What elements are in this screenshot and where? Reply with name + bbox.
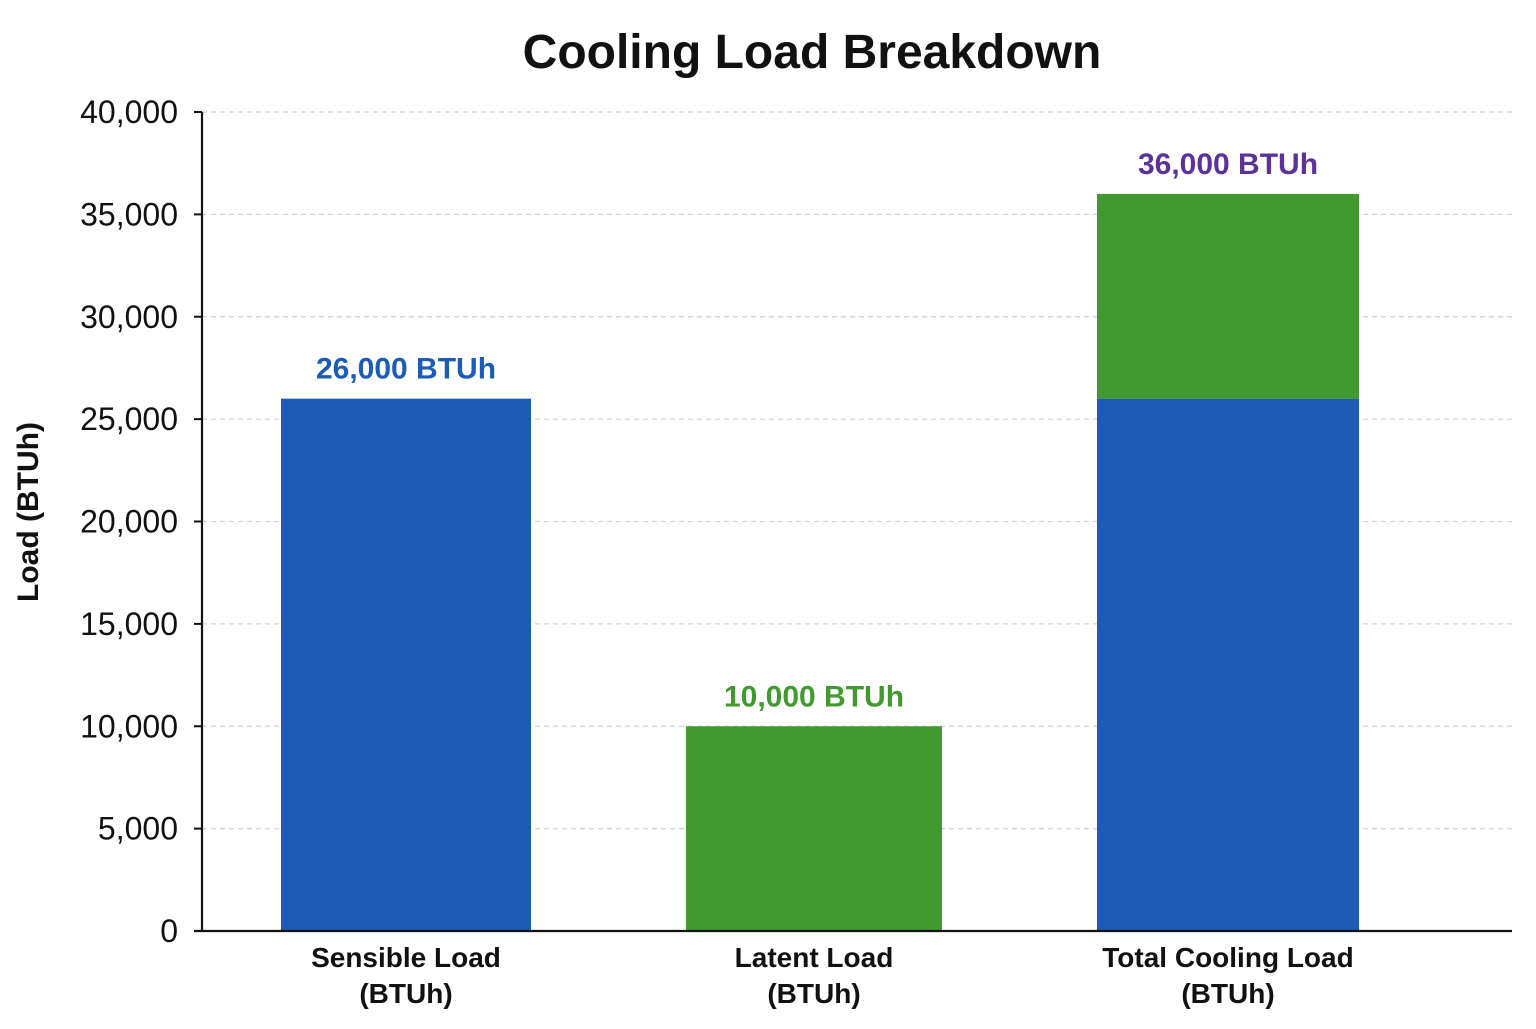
chart-title: Cooling Load Breakdown xyxy=(523,26,1102,79)
bar-value-label: 36,000 BTUh xyxy=(1138,148,1318,181)
y-axis-label: Load (BTUh) xyxy=(12,422,45,602)
bar-value-label: 10,000 BTUh xyxy=(724,680,904,713)
bar-segment xyxy=(1097,398,1359,931)
x-category-label-line: (BTUh) xyxy=(1181,978,1274,1009)
x-category-label: Total Cooling Load (BTUh) xyxy=(1102,942,1353,1009)
y-tick-label: 25,000 xyxy=(80,401,178,437)
bars xyxy=(281,193,1359,931)
x-category-label: Latent Load (BTUh) xyxy=(735,942,894,1009)
y-axis-ticks: 0 5,000 10,000 15,000 20,000 25,000 30,000 35,0… xyxy=(80,94,202,949)
y-tick-label: 20,000 xyxy=(80,504,178,540)
bar-segment xyxy=(1097,193,1359,399)
y-tick-label: 0 xyxy=(160,913,178,949)
x-category-label-line: (BTUh) xyxy=(359,978,452,1009)
y-tick-label: 40,000 xyxy=(80,94,178,130)
x-category-label-line: Latent Load xyxy=(735,942,894,973)
data-labels: 26,000 BTUh 10,000 BTUh 36,000 BTUh xyxy=(316,148,1318,713)
bar-segment xyxy=(686,726,942,931)
y-tick-label: 5,000 xyxy=(98,811,178,847)
x-category-label: Sensible Load (BTUh) xyxy=(311,942,501,1009)
bar-segment xyxy=(281,398,531,931)
x-category-label-line: (BTUh) xyxy=(767,978,860,1009)
y-tick-label: 15,000 xyxy=(80,606,178,642)
bar-value-label: 26,000 BTUh xyxy=(316,353,496,386)
x-axis-labels: Sensible Load (BTUh)Latent Load (BTUh)Tota… xyxy=(311,942,1354,1009)
x-category-label-line: Sensible Load xyxy=(311,942,501,973)
y-tick-label: 30,000 xyxy=(80,299,178,335)
y-tick-label: 35,000 xyxy=(80,196,178,232)
x-category-label-line: Total Cooling Load xyxy=(1102,942,1353,973)
y-tick-label: 10,000 xyxy=(80,708,178,744)
